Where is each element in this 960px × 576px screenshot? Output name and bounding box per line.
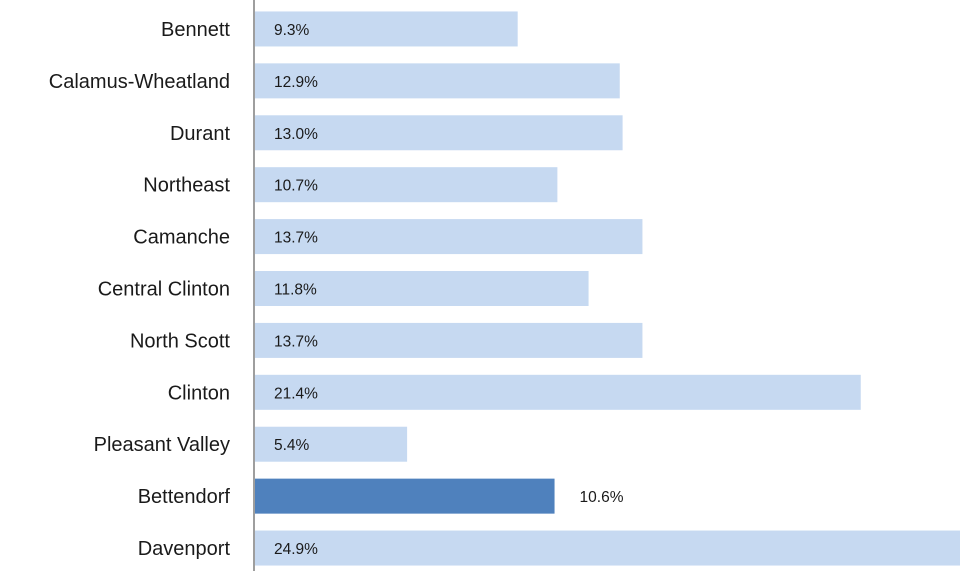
bars-layer — [255, 11, 960, 566]
value-label-calamus-wheatland: 12.9% — [274, 74, 318, 91]
value-label-durant: 13.0% — [274, 126, 318, 143]
category-label-north-scott: North Scott — [130, 330, 230, 352]
value-label-pleasant-valley: 5.4% — [274, 437, 310, 454]
bar-clinton — [255, 374, 861, 410]
bar-pleasant-valley — [255, 426, 408, 462]
bar-north-scott — [255, 322, 643, 358]
bar-northeast — [255, 167, 558, 203]
bar-bettendorf — [255, 478, 555, 514]
value-labels: 9.3% 12.9% 13.0% 10.7% 13.7% 11.8% 13.7% 21.4% 5… — [274, 22, 624, 558]
value-label-central-clinton: 11.8% — [274, 282, 317, 299]
value-label-north-scott: 13.7% — [274, 333, 318, 350]
category-label-bennett: Bennett — [161, 19, 230, 41]
bar-central-clinton — [255, 271, 589, 306]
value-label-bettendorf: 10.6% — [580, 489, 624, 506]
category-label-pleasant-valley: Pleasant Valley — [94, 434, 230, 456]
category-label-clinton: Clinton — [168, 382, 230, 404]
value-label-bennett: 9.3% — [274, 22, 310, 39]
category-label-northeast: Northeast — [143, 175, 230, 197]
category-label-davenport: Davenport — [138, 538, 231, 560]
bar-durant — [255, 115, 623, 151]
bar-calamus-wheatland — [255, 63, 620, 99]
category-label-bettendorf: Bettendorf — [138, 486, 231, 508]
bar-bennett — [255, 11, 518, 47]
value-label-clinton: 21.4% — [274, 385, 318, 402]
category-label-durant: Durant — [170, 123, 230, 145]
value-label-camanche: 13.7% — [274, 230, 318, 247]
bar-davenport — [255, 530, 960, 566]
category-label-central-clinton: Central Clinton — [98, 279, 230, 301]
value-label-davenport: 24.9% — [274, 541, 318, 558]
category-label-calamus-wheatland: Calamus-Wheatland — [49, 71, 230, 93]
category-labels: Bennett Calamus-Wheatland Durant Northeast C… — [49, 19, 231, 560]
bar-camanche — [255, 219, 643, 255]
value-label-northeast: 10.7% — [274, 178, 318, 195]
category-label-camanche: Camanche — [133, 227, 230, 249]
